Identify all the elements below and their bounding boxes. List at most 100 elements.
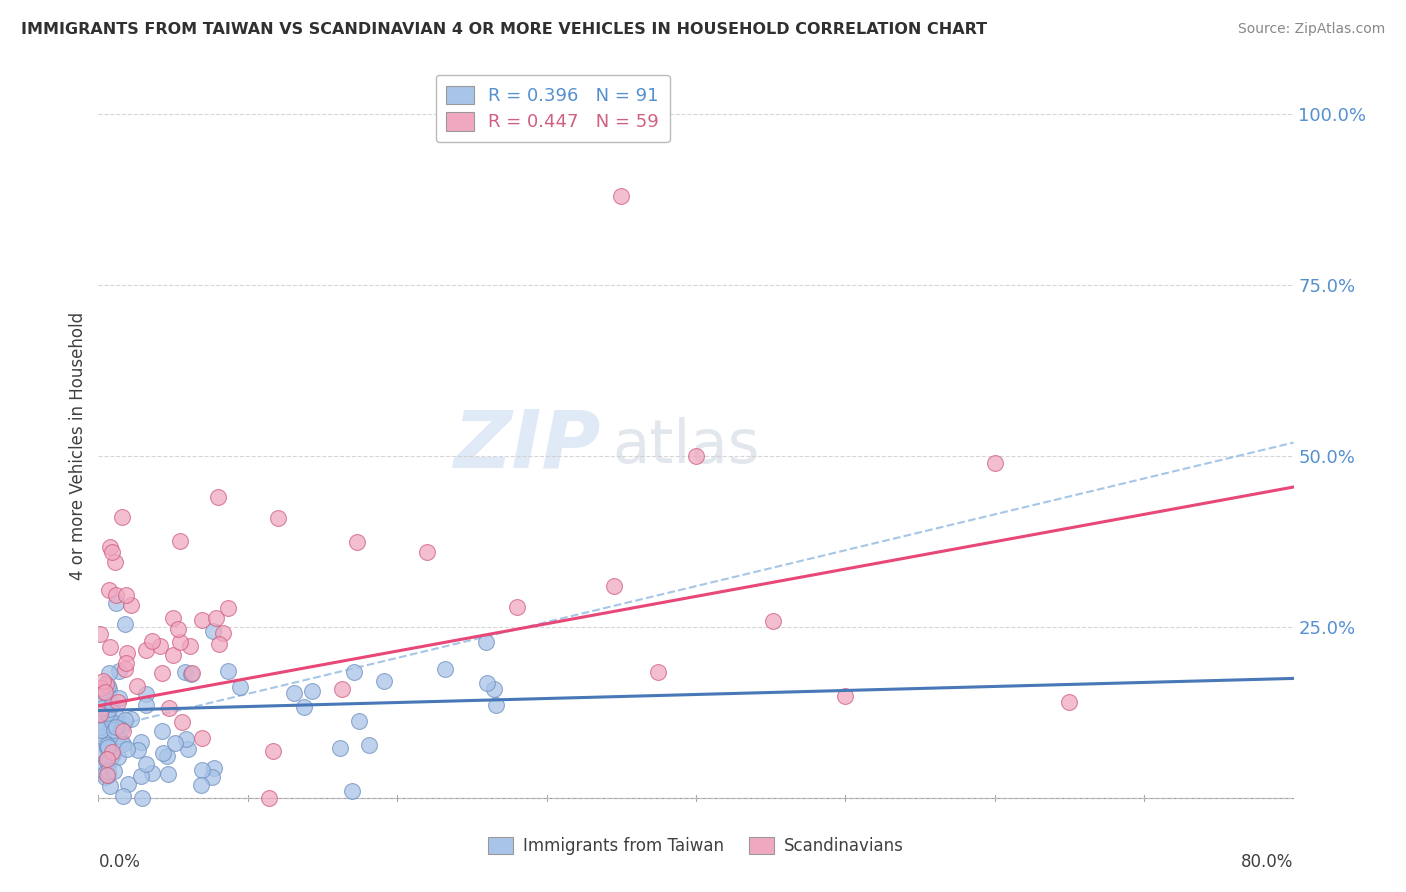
Point [98,755,121,769]
Point [93,694,115,708]
Point [94,685,117,699]
Point [100,748,122,763]
Point [96,706,118,720]
Point [91,759,114,773]
Point [96,705,118,719]
Point [115,646,138,660]
Point [343,665,366,679]
Point [100,697,122,711]
Point [141,634,163,648]
Point [103,764,125,778]
Point [97,768,120,782]
Point [115,656,138,670]
Point [104,555,127,569]
Point [112,716,135,731]
Point [111,789,134,804]
Point [191,731,214,746]
Point [475,676,498,690]
Point [135,756,157,771]
Point [202,761,225,775]
Point [217,665,239,679]
Point [647,665,669,679]
Text: IMMIGRANTS FROM TAIWAN VS SCANDINAVIAN 4 OR MORE VEHICLES IN HOUSEHOLD CORRELATI: IMMIGRANTS FROM TAIWAN VS SCANDINAVIAN 4… [21,22,987,37]
Point [262,744,284,758]
Point [100,540,122,554]
Point [96,738,118,752]
Point [101,747,124,761]
Point [169,533,191,548]
Text: Source: ZipAtlas.com: Source: ZipAtlas.com [1237,22,1385,37]
Point [104,706,127,721]
Point [89,726,111,740]
Point [101,715,124,730]
Point [98,582,121,597]
Point [135,643,157,657]
Point [207,490,229,504]
Point [96,753,118,767]
Point [114,661,136,675]
Point [91,744,114,758]
Point [301,684,323,698]
Point [107,729,129,743]
Point [152,746,174,760]
Point [342,784,364,798]
Point [97,679,120,693]
Point [157,766,180,780]
Point [96,752,118,766]
Point [211,625,233,640]
Point [114,616,136,631]
Point [330,681,353,696]
Point [135,687,157,701]
Point [89,681,111,696]
Point [180,667,202,681]
Point [111,723,134,738]
Point [346,534,368,549]
Point [484,681,506,696]
Point [97,682,120,697]
Point [96,741,118,756]
Point [89,707,111,722]
Point [120,598,142,612]
Point [190,779,212,793]
Point [91,673,114,688]
Point [117,777,139,791]
Point [373,674,395,689]
Point [104,588,127,602]
Point [208,637,231,651]
Point [149,640,172,654]
Point [229,680,252,694]
Point [105,720,128,734]
Point [762,615,785,629]
Point [485,698,508,713]
Point [96,768,118,782]
Point [202,624,225,638]
Text: 0.0%: 0.0% [98,853,141,871]
Point [115,742,138,756]
Point [131,791,153,805]
Point [107,695,129,709]
Point [347,714,370,728]
Point [174,732,197,747]
Point [127,743,149,757]
Point [98,749,121,764]
Point [834,689,856,703]
Point [131,769,153,783]
Point [108,691,131,706]
Point [98,665,121,680]
Point [179,639,201,653]
Point [292,700,315,714]
Point [93,771,115,785]
Point [169,634,191,648]
Point [150,724,173,739]
Y-axis label: 4 or more Vehicles in Household: 4 or more Vehicles in Household [69,312,87,580]
Point [114,713,136,727]
Point [91,731,114,745]
Point [984,456,1007,470]
Point [173,665,195,679]
Point [165,736,187,750]
Point [329,741,352,756]
Point [98,640,121,655]
Point [94,677,117,691]
Point [172,715,194,730]
Text: 80.0%: 80.0% [1241,853,1294,871]
